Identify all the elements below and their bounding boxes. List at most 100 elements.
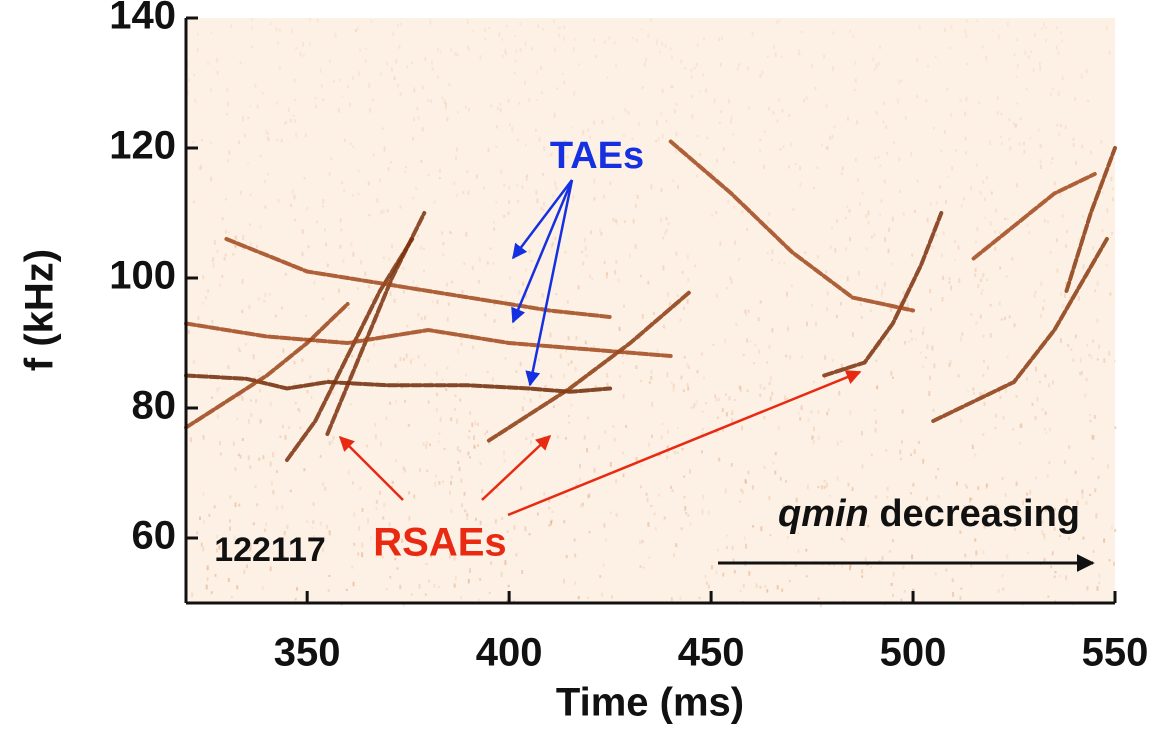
- noise-speck: [435, 474, 438, 478]
- noise-speck: [666, 445, 669, 451]
- noise-speck: [667, 449, 670, 453]
- noise-speck: [885, 125, 888, 130]
- noise-speck: [293, 194, 296, 200]
- noise-speck: [1059, 574, 1062, 578]
- noise-speck: [982, 433, 985, 437]
- noise-speck: [322, 199, 325, 204]
- noise-speck: [785, 354, 788, 358]
- noise-speck: [358, 71, 360, 77]
- noise-speck: [583, 435, 586, 440]
- noise-speck: [248, 223, 251, 226]
- noise-speck: [219, 441, 221, 446]
- noise-speck: [514, 59, 517, 63]
- noise-speck: [998, 231, 1001, 234]
- noise-speck: [938, 185, 941, 189]
- noise-speck: [573, 91, 576, 96]
- noise-speck: [234, 243, 237, 249]
- noise-speck: [854, 157, 857, 162]
- noise-speck: [829, 494, 832, 498]
- noise-speck: [718, 37, 721, 41]
- noise-speck: [530, 440, 532, 445]
- noise-speck: [438, 176, 441, 180]
- noise-speck: [852, 34, 855, 38]
- noise-speck: [1110, 176, 1113, 182]
- noise-speck: [455, 193, 458, 197]
- noise-speck: [846, 525, 849, 531]
- noise-speck: [373, 342, 376, 347]
- noise-speck: [338, 288, 340, 293]
- noise-speck: [676, 426, 679, 429]
- noise-speck: [521, 406, 524, 412]
- noise-speck: [513, 71, 516, 75]
- noise-speck: [1100, 140, 1103, 144]
- noise-speck: [668, 302, 671, 307]
- noise-speck: [716, 159, 718, 163]
- mode-trace: [285, 237, 415, 462]
- noise-speck: [759, 73, 762, 79]
- noise-speck: [588, 531, 591, 534]
- noise-speck: [975, 267, 977, 272]
- noise-speck: [708, 584, 710, 589]
- noise-speck: [884, 237, 887, 242]
- noise-speck: [265, 522, 268, 527]
- noise-speck: [531, 46, 534, 52]
- noise-speck: [622, 451, 624, 455]
- noise-speck: [1034, 366, 1037, 372]
- noise-speck: [456, 53, 459, 57]
- noise-speck: [964, 483, 967, 487]
- noise-speck: [925, 356, 928, 359]
- noise-speck: [1082, 264, 1085, 269]
- noise-speck: [385, 416, 388, 421]
- noise-speck: [651, 434, 653, 438]
- noise-speck: [653, 512, 656, 516]
- noise-speck: [484, 28, 487, 33]
- noise-speck: [975, 550, 978, 556]
- noise-speck: [315, 104, 317, 109]
- noise-speck: [351, 354, 354, 358]
- noise-speck: [1081, 144, 1084, 149]
- noise-speck: [297, 408, 300, 412]
- noise-speck: [372, 153, 375, 157]
- noise-speck: [439, 50, 442, 54]
- noise-speck: [910, 337, 913, 341]
- noise-speck: [412, 357, 415, 361]
- noise-speck: [506, 530, 509, 533]
- noise-speck: [441, 96, 444, 100]
- noise-speck: [892, 571, 895, 577]
- noise-speck: [369, 107, 372, 113]
- noise-speck: [982, 550, 985, 555]
- noise-speck: [1089, 414, 1092, 417]
- noise-speck: [567, 336, 570, 341]
- noise-speck: [524, 80, 526, 85]
- noise-speck: [525, 437, 528, 440]
- noise-speck: [441, 536, 444, 541]
- noise-speck: [299, 426, 302, 429]
- noise-speck: [508, 200, 511, 204]
- noise-speck: [234, 467, 237, 471]
- noise-speck: [958, 278, 961, 284]
- noise-speck: [797, 49, 800, 54]
- noise-speck: [216, 535, 219, 539]
- noise-speck: [202, 275, 205, 280]
- noise-speck: [586, 447, 589, 453]
- noise-speck: [774, 51, 777, 57]
- noise-speck: [327, 588, 330, 593]
- noise-speck: [298, 409, 301, 414]
- rsae-arrow: [507, 370, 862, 517]
- noise-speck: [1028, 231, 1031, 235]
- noise-speck: [670, 597, 673, 602]
- noise-speck: [715, 397, 718, 402]
- noise-speck: [275, 470, 278, 473]
- noise-speck: [949, 359, 952, 365]
- noise-speck: [456, 111, 459, 114]
- noise-speck: [422, 247, 425, 250]
- noise-speck: [472, 30, 475, 33]
- noise-speck: [679, 596, 682, 601]
- noise-speck: [396, 23, 399, 28]
- noise-speck: [720, 36, 723, 41]
- noise-speck: [996, 111, 999, 115]
- noise-speck: [248, 304, 251, 310]
- noise-speck: [324, 228, 326, 232]
- noise-speck: [731, 116, 733, 119]
- noise-speck: [671, 489, 674, 492]
